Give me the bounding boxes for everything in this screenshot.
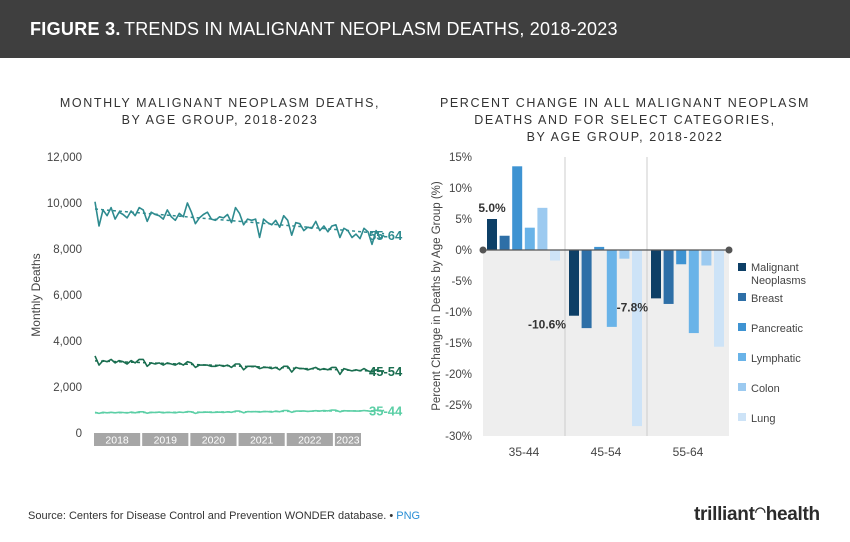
bar-Breast-45-54	[581, 250, 592, 329]
legend-swatch-Colon	[738, 383, 746, 391]
legend-swatch-Breast	[738, 293, 746, 301]
bar-Lung-45-54	[632, 250, 642, 427]
figure-header: FIGURE 3. TRENDS IN MALIGNANT NEOPLASM D…	[0, 0, 850, 58]
bar-Lymphatic-45-54	[606, 250, 617, 327]
legend-swatch-Pancreatic	[738, 323, 746, 331]
bar-chart-title-line-1: PERCENT CHANGE IN ALL MALIGNANT NEOPLASM	[439, 96, 811, 110]
zero-axis-end-dot	[725, 246, 733, 254]
bar-Lung-35-44	[550, 250, 560, 261]
line-y-tick-label: 4,000	[53, 336, 82, 348]
bar-y-tick-label: 5%	[455, 214, 472, 226]
bar-Colon-45-54	[619, 250, 630, 259]
line-chart-title-line-1: MONTHLY MALIGNANT NEOPLASM DEATHS,	[59, 96, 381, 110]
logo-text-b: health	[765, 504, 820, 525]
legend-swatch-Lung	[738, 413, 746, 421]
legend-swatch-Lymphatic	[738, 353, 746, 361]
trilliant-health-logo: trilliant◠health	[694, 504, 820, 526]
year-band	[94, 433, 141, 446]
bar-data-label: -7.8%	[617, 300, 649, 314]
logo-text-a: trilliant	[694, 504, 755, 525]
bar-Pancreatic-45-54	[594, 246, 605, 250]
line-chart-title-line-2: BY AGE GROUP, 2018-2023	[121, 113, 319, 127]
bar-category-label: 45-54	[591, 445, 622, 459]
series-line-55-64	[94, 201, 385, 246]
source-text: Source: Centers for Disease Control and …	[28, 510, 397, 522]
bar-y-tick-label: 10%	[449, 183, 472, 195]
bar-y-tick-label: -30%	[445, 431, 472, 443]
trendline-55-64	[94, 208, 385, 235]
year-label: 2021	[250, 435, 274, 447]
bar-category-label: 55-64	[673, 445, 704, 459]
bar-Pancreatic-55-64	[676, 250, 687, 265]
negative-zone	[483, 250, 729, 436]
bar-Breast-35-44	[499, 235, 510, 250]
line-y-tick-label: 12,000	[47, 152, 82, 164]
trilliant-arc-icon: ◠	[754, 504, 766, 519]
bar-Breast-55-64	[663, 250, 674, 304]
bar-Colon-55-64	[701, 250, 712, 266]
line-y-tick-label: 8,000	[53, 244, 82, 256]
bar-data-label: -10.6%	[528, 318, 566, 332]
year-label: 2019	[154, 435, 178, 447]
legend-label: Breast	[751, 293, 783, 305]
line-y-tick-label: 10,000	[47, 198, 82, 210]
line-chart-title: MONTHLY MALIGNANT NEOPLASM DEATHS, BY AG…	[20, 95, 420, 129]
legend-label: Lymphatic	[751, 353, 801, 365]
bar-category-label: 35-44	[509, 445, 540, 459]
series-end-label: 35-44	[369, 403, 403, 418]
year-band	[238, 433, 285, 446]
bar-y-tick-label: -10%	[445, 307, 472, 319]
bar-y-tick-label: -25%	[445, 400, 472, 412]
bar-y-tick-label: 0%	[455, 245, 472, 257]
line-y-tick-label: 6,000	[53, 290, 82, 302]
legend-label: Lung	[751, 413, 775, 425]
legend-label: Pancreatic	[751, 323, 803, 335]
bar-Malignant Neoplasms-45-54	[569, 250, 579, 316]
figure-title: TRENDS IN MALIGNANT NEOPLASM DEATHS, 201…	[124, 19, 618, 39]
figure-number: FIGURE 3.	[30, 19, 121, 39]
year-label: 2022	[298, 435, 322, 447]
bar-Lymphatic-55-64	[688, 250, 699, 334]
bar-y-axis-label: Percent Change in Deaths by Age Group (%…	[431, 181, 443, 411]
legend-label-line-1: Malignant	[751, 262, 799, 274]
bar-y-tick-label: 15%	[449, 152, 472, 164]
line-y-tick-label: 0	[76, 428, 82, 440]
year-band	[334, 433, 361, 446]
bar-chart-title: PERCENT CHANGE IN ALL MALIGNANT NEOPLASM…	[420, 95, 830, 146]
legend-label: Colon	[751, 383, 780, 395]
bar-chart-title-line-2: DEATHS AND FOR SELECT CATEGORIES,	[474, 113, 776, 127]
bar-Malignant Neoplasms-55-64	[651, 250, 661, 299]
series-end-label: 45-54	[369, 364, 403, 379]
year-band	[190, 433, 237, 446]
bar-y-tick-label: -20%	[445, 369, 472, 381]
png-link[interactable]: PNG	[396, 510, 421, 522]
bar-chart-title-line-3: BY AGE GROUP, 2018-2022	[526, 130, 724, 144]
zero-axis-start-dot	[479, 246, 487, 254]
trendline-35-44	[95, 409, 385, 414]
source-note: Source: Centers for Disease Control and …	[28, 510, 420, 522]
year-label: 2023	[336, 435, 360, 447]
bar-Colon-35-44	[537, 207, 548, 250]
bar-data-label: 5.0%	[478, 201, 506, 215]
year-band	[286, 433, 333, 446]
bar-Pancreatic-35-44	[512, 166, 523, 250]
trendline-45-54	[94, 360, 385, 373]
line-y-tick-label: 2,000	[53, 382, 82, 394]
bar-Lymphatic-35-44	[524, 227, 535, 250]
legend-label-line-2: Neoplasms	[751, 275, 807, 287]
legend-swatch-Malignant Neoplasms	[738, 263, 746, 271]
series-end-label: 55-64	[369, 228, 403, 243]
series-line-45-54	[94, 355, 385, 376]
line-y-axis-label: Monthly Deaths	[29, 253, 43, 336]
bar-Malignant Neoplasms-35-44	[487, 219, 497, 250]
year-band	[142, 433, 189, 446]
year-label: 2020	[202, 435, 226, 447]
bar-y-tick-label: -15%	[445, 338, 472, 350]
bar-Lung-55-64	[714, 250, 724, 347]
year-label: 2018	[105, 435, 129, 447]
bar-y-tick-label: -5%	[452, 276, 472, 288]
